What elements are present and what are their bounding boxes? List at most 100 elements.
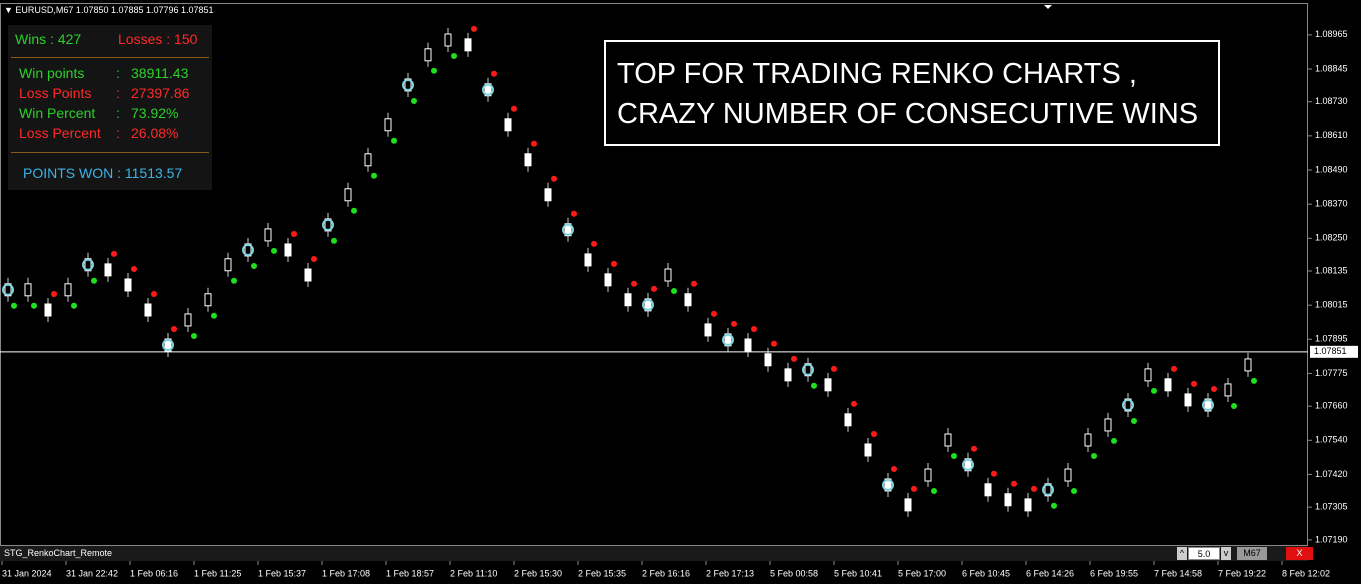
signal-dot (491, 70, 497, 77)
y-tick-label: 1.08965 (1315, 29, 1348, 39)
x-tick-label: 5 Feb 10:41 (834, 568, 882, 578)
banner-line: TOP FOR TRADING RENKO CHARTS , (617, 58, 1137, 90)
signal-dot (71, 302, 77, 309)
renko-ring (562, 223, 574, 236)
signal-dot (171, 325, 177, 332)
brick (64, 283, 72, 297)
stat-value: 73.92% (131, 105, 179, 121)
signal-dot (11, 302, 17, 309)
y-tick-label: 1.08370 (1315, 199, 1348, 209)
brick (924, 468, 932, 482)
x-tick-label: 6 Feb 10:45 (962, 568, 1010, 578)
stat-sep: : (116, 85, 120, 101)
signal-dot (851, 400, 857, 407)
signal-dot (471, 25, 477, 32)
stat-sep: : (116, 65, 120, 81)
brick (664, 268, 672, 282)
stat-value: 38911.43 (131, 65, 189, 81)
signal-dot (911, 485, 917, 492)
current-price-label: 1.07851 (1314, 346, 1347, 356)
renko-ring (82, 258, 94, 271)
brick (1004, 493, 1012, 507)
x-tick-label: 7 Feb 19:22 (1218, 568, 1266, 578)
signal-dot (111, 250, 117, 257)
brick (544, 188, 552, 202)
signal-dot (831, 365, 837, 372)
y-tick-label: 1.08490 (1315, 164, 1348, 174)
renko-ring (162, 338, 174, 351)
brick (284, 243, 292, 257)
stat-label: Win Percent (19, 105, 96, 121)
signal-dot (551, 175, 557, 182)
brick (1064, 468, 1072, 482)
brick (184, 313, 192, 327)
signal-dot (1111, 437, 1117, 444)
brick (824, 378, 832, 392)
signal-dot (211, 312, 217, 319)
signal-dot (431, 67, 437, 74)
spin-button[interactable]: ^ (1177, 547, 1187, 560)
signal-dot (391, 137, 397, 144)
signal-dot (1231, 402, 1237, 409)
signal-dot (951, 453, 957, 460)
signal-dot (151, 290, 157, 297)
x-tick-label: 1 Feb 11:25 (194, 568, 241, 578)
stat-label: Win points (19, 65, 85, 81)
renko-ring (402, 78, 414, 91)
brick (1244, 358, 1252, 372)
stat-value: 26.08% (131, 125, 179, 141)
renko-ring (2, 283, 14, 296)
brick (464, 38, 472, 52)
points-won: POINTS WON : 11513.57 (23, 165, 183, 181)
signal-dot (311, 256, 317, 262)
stat-label: Loss Points (19, 85, 92, 101)
signal-dot (691, 280, 697, 287)
renko-ring (962, 458, 974, 471)
brick (504, 118, 512, 132)
brick (444, 33, 452, 47)
signal-dot (591, 240, 597, 247)
signal-dot (731, 320, 737, 327)
brick (784, 368, 792, 382)
shift-marker (1044, 5, 1052, 9)
brick (1104, 418, 1112, 432)
y-tick-label: 1.07660 (1315, 401, 1348, 411)
symbol-text: EURUSD,M67 1.07850 1.07885 1.07796 1.078… (15, 5, 214, 15)
y-tick-label: 1.08730 (1315, 96, 1348, 106)
y-tick-label: 1.07540 (1315, 435, 1348, 445)
signal-dot (411, 97, 417, 104)
close-button[interactable]: X (1286, 547, 1313, 560)
brick (1164, 378, 1172, 392)
signal-dot (31, 302, 37, 309)
step-input[interactable]: 5.0 (1188, 547, 1220, 560)
renko-ring (642, 298, 654, 311)
brick (1024, 498, 1032, 512)
renko-ring (482, 83, 494, 96)
renko-ring (802, 363, 814, 376)
symbol-header: ▼ EURUSD,M67 1.07850 1.07885 1.07796 1.0… (4, 5, 214, 15)
brick (424, 48, 432, 62)
x-tick-label: 2 Feb 16:16 (642, 568, 690, 578)
brick (364, 153, 372, 167)
separator (11, 152, 209, 153)
signal-dot (291, 230, 297, 237)
signal-dot (871, 430, 877, 437)
signal-dot (351, 207, 357, 214)
signal-dot (1131, 418, 1137, 425)
stat-label: Loss Percent (19, 125, 101, 141)
brick (764, 353, 772, 367)
x-tick-label: 1 Feb 18:57 (386, 568, 434, 578)
timeframe-button[interactable]: M67 (1237, 547, 1267, 560)
signal-dot (771, 340, 777, 347)
brick (104, 263, 112, 277)
brick (904, 498, 912, 512)
x-tick-label: 6 Feb 19:55 (1090, 568, 1138, 578)
y-tick-label: 1.07420 (1315, 469, 1348, 479)
brick (864, 443, 872, 457)
brick (744, 338, 752, 352)
signal-dot (1051, 502, 1057, 509)
spin-button[interactable]: v (1221, 547, 1231, 560)
separator (11, 57, 209, 58)
signal-dot (531, 140, 537, 147)
